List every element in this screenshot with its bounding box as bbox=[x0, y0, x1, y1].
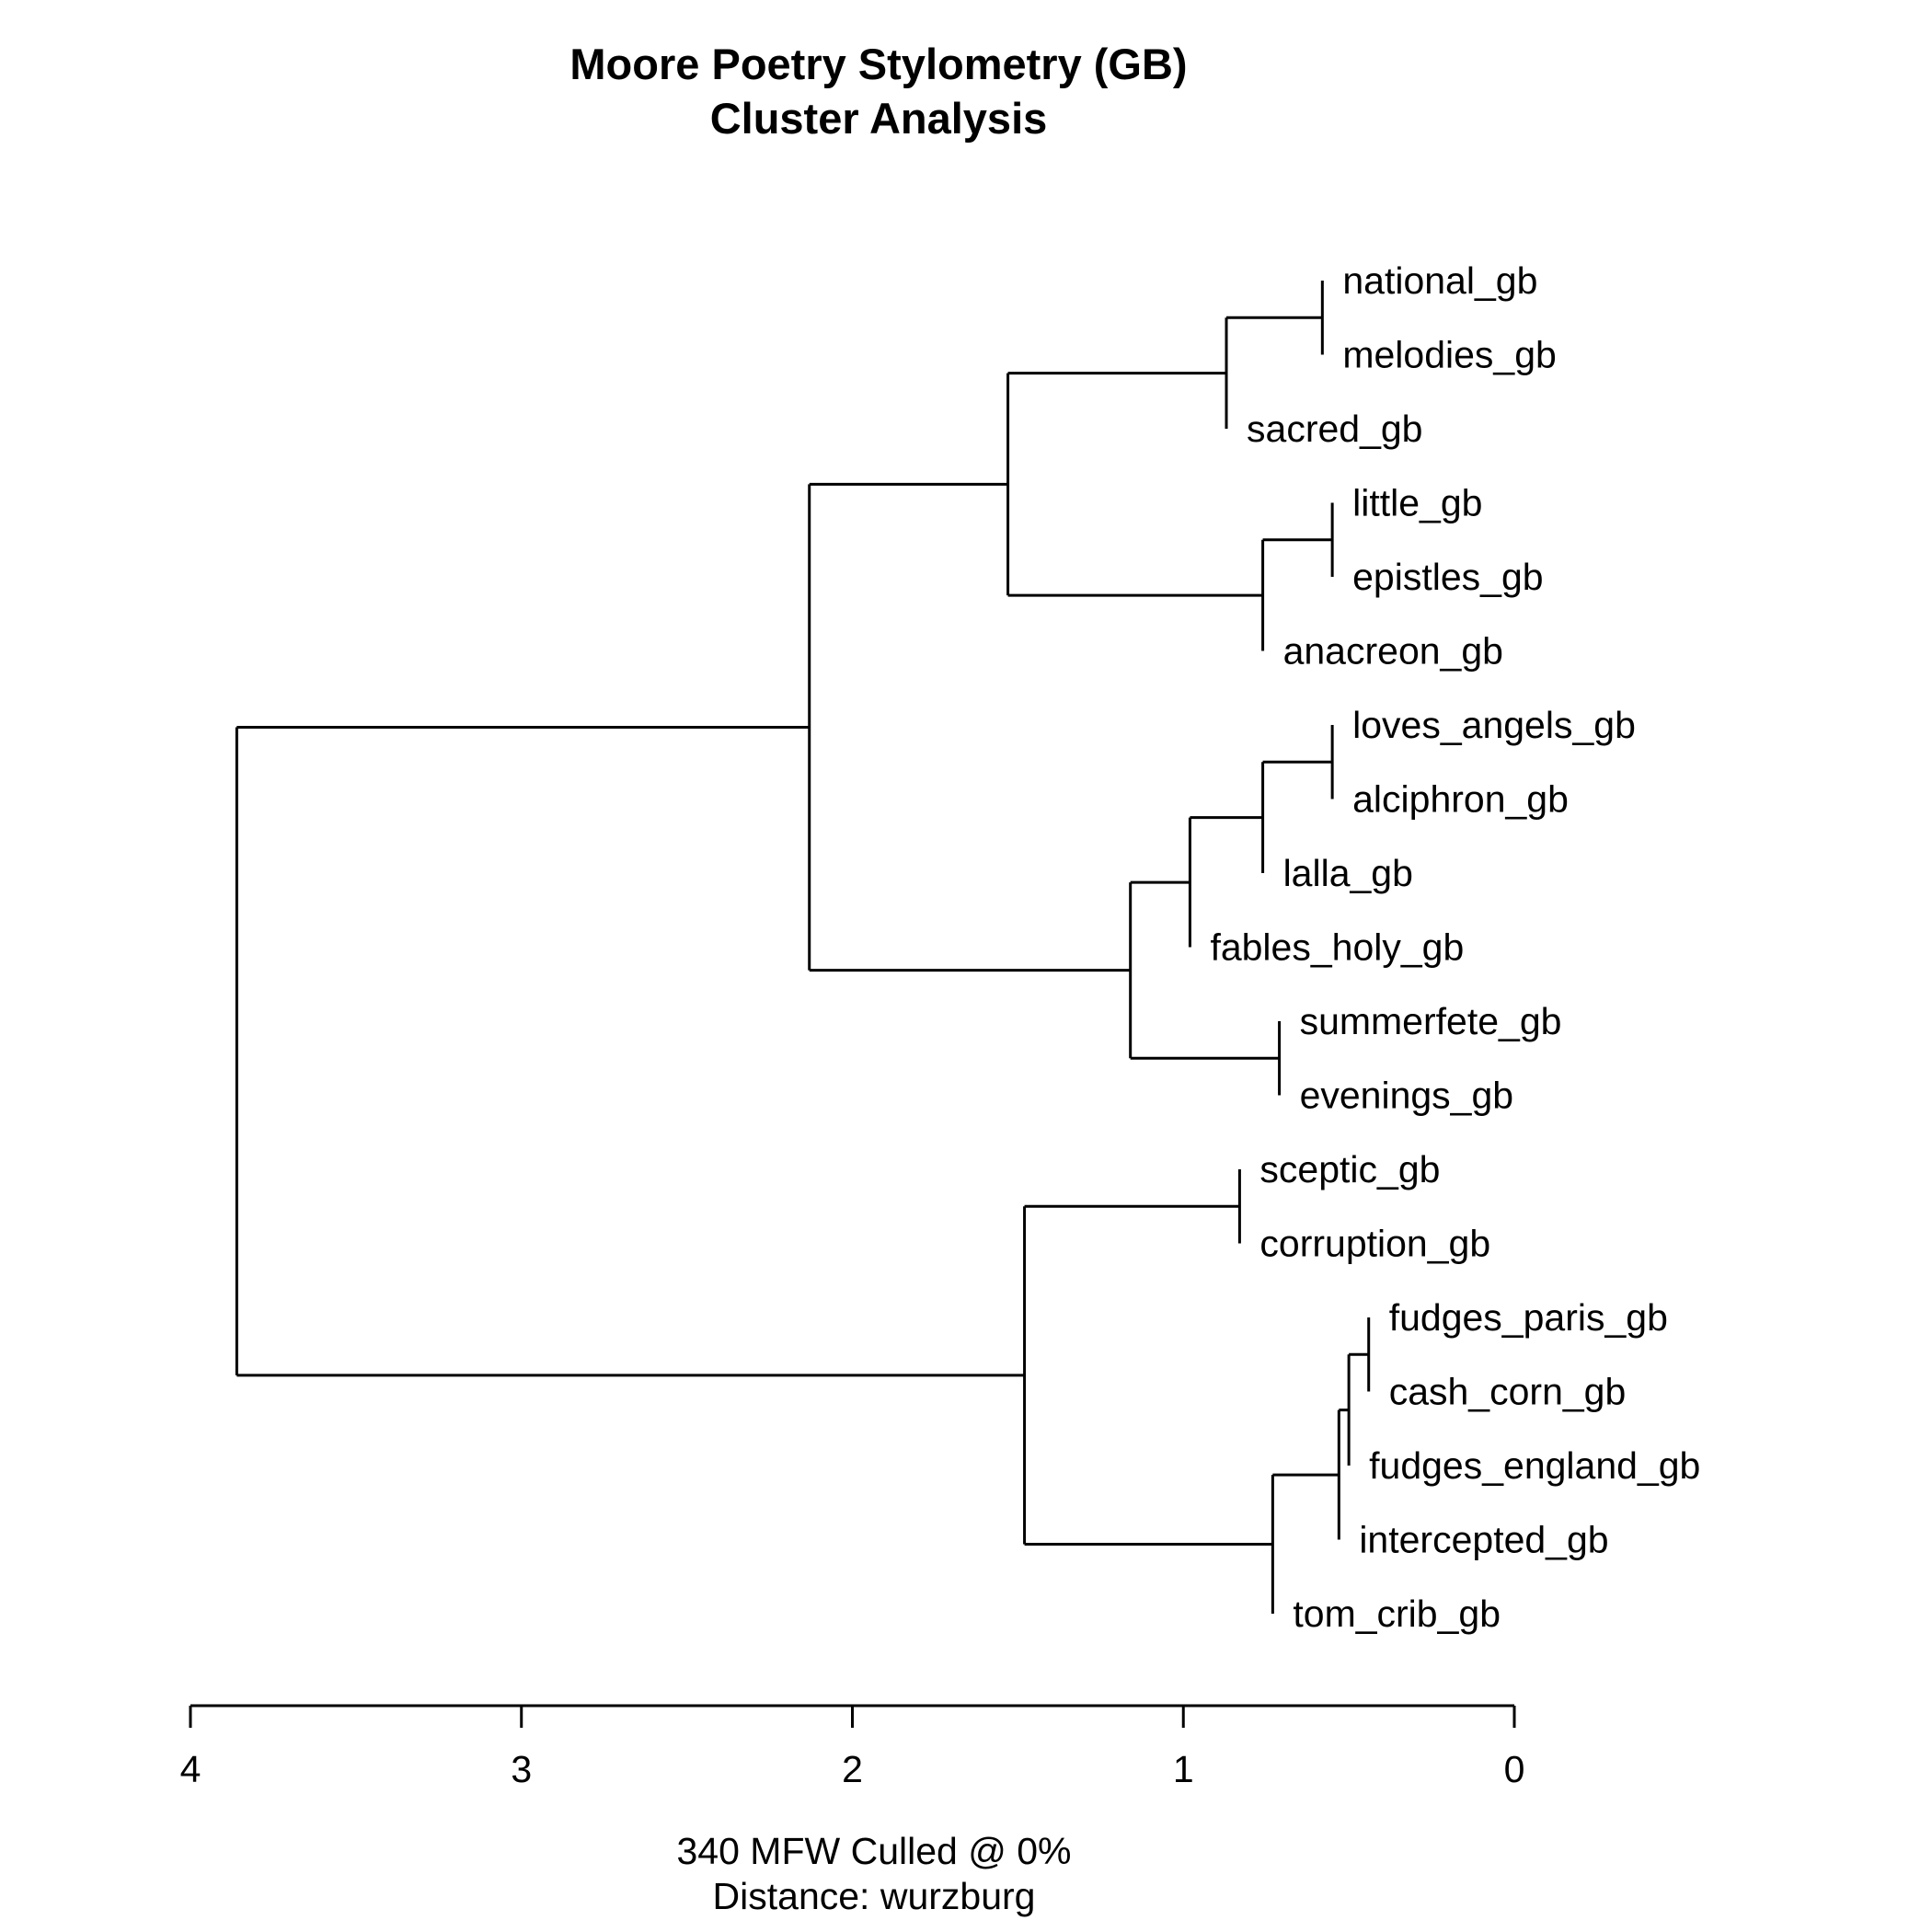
leaf-label-epistles-gb: epistles_gb bbox=[1352, 556, 1543, 598]
axis-tick-label-2: 2 bbox=[842, 1748, 863, 1790]
leaf-label-summerfete-gb: summerfete_gb bbox=[1300, 1000, 1562, 1042]
subtitle-line-1: 340 MFW Culled @ 0% bbox=[677, 1830, 1072, 1872]
leaf-label-anacreon-gb: anacreon_gb bbox=[1283, 630, 1503, 673]
leaf-label-cash-corn-gb: cash_corn_gb bbox=[1389, 1371, 1627, 1413]
subtitle-line-2: Distance: wurzburg bbox=[713, 1875, 1036, 1917]
chart-title-line-2: Cluster Analysis bbox=[710, 94, 1048, 143]
leaf-label-alciphron-gb: alciphron_gb bbox=[1352, 778, 1569, 821]
leaf-label-intercepted-gb: intercepted_gb bbox=[1359, 1519, 1608, 1561]
leaf-label-sacred-gb: sacred_gb bbox=[1247, 408, 1422, 450]
dendrogram-branches bbox=[235, 281, 1371, 1614]
leaf-label-fudges-paris-gb: fudges_paris_gb bbox=[1389, 1296, 1668, 1339]
leaf-label-lalla-gb: lalla_gb bbox=[1283, 852, 1413, 894]
leaf-label-fables-holy-gb: fables_holy_gb bbox=[1210, 926, 1464, 969]
chart-title-line-1: Moore Poetry Stylometry (GB) bbox=[569, 40, 1187, 88]
leaf-label-little-gb: little_gb bbox=[1352, 482, 1482, 524]
distance-axis: 4 3 2 1 0 bbox=[180, 1704, 1525, 1790]
leaf-label-loves-angels-gb: loves_angels_gb bbox=[1352, 704, 1636, 746]
axis-tick-label-4: 4 bbox=[180, 1748, 201, 1790]
axis-tick-label-0: 0 bbox=[1504, 1748, 1525, 1790]
axis-tick-label-3: 3 bbox=[511, 1748, 532, 1790]
axis-tick-label-1: 1 bbox=[1173, 1748, 1194, 1790]
leaf-label-sceptic-gb: sceptic_gb bbox=[1259, 1148, 1440, 1190]
leaf-label-tom-crib-gb: tom_crib_gb bbox=[1293, 1593, 1501, 1635]
leaf-label-corruption-gb: corruption_gb bbox=[1259, 1223, 1490, 1265]
leaf-labels: national_gb melodies_gb sacred_gb little_gb… bbox=[1210, 259, 1700, 1635]
leaf-label-fudges-england-gb: fudges_england_gb bbox=[1369, 1444, 1700, 1487]
leaf-label-national-gb: national_gb bbox=[1342, 259, 1537, 302]
leaf-label-melodies-gb: melodies_gb bbox=[1342, 334, 1557, 376]
leaf-label-evenings-gb: evenings_gb bbox=[1300, 1075, 1514, 1117]
